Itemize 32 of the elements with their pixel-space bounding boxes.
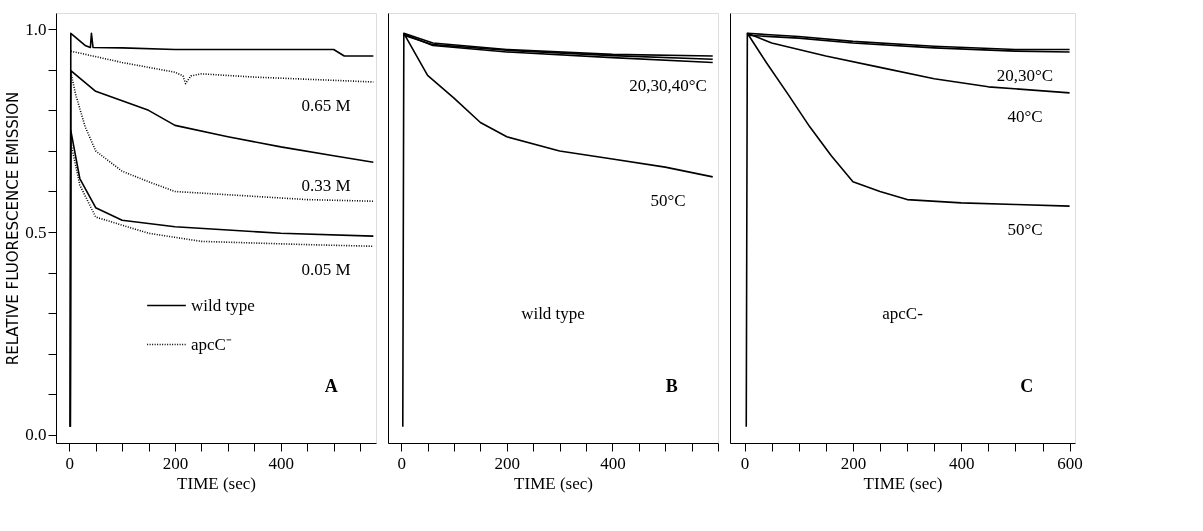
legend-label: apcC⁻	[191, 334, 232, 354]
y-tick-label: 1.0	[25, 19, 47, 39]
x-tick-label: 200	[840, 453, 867, 473]
x-tick-label: 400	[949, 453, 975, 473]
y-tick-label: 0.0	[25, 425, 47, 445]
x-tick-label: 600	[1057, 453, 1083, 473]
annotation: 50°C	[650, 190, 686, 210]
x-axis-title: TIME (sec)	[863, 473, 943, 493]
annotation: 0.65 M	[301, 95, 351, 115]
annotation: 0.05 M	[301, 260, 351, 280]
x-axis-title: TIME (sec)	[514, 473, 593, 493]
x-tick-label: 400	[268, 453, 295, 473]
x-tick-label: 200	[162, 453, 189, 473]
x-tick-label: 200	[494, 453, 521, 473]
x-tick-label: 0	[65, 453, 74, 473]
x-tick-label: 400	[600, 453, 626, 473]
text: wild type	[521, 304, 585, 323]
annotation: 0.33 M	[301, 176, 351, 196]
annotation: 20,30°C	[996, 65, 1054, 85]
legend-label: wild type	[191, 295, 255, 315]
y-axis-title: RELATIVE FLUORESCENCE EMISSION	[4, 91, 23, 366]
text: apcC-	[882, 304, 924, 323]
x-axis-title: TIME (sec)	[177, 473, 256, 493]
y-tick-label: 0.5	[25, 222, 47, 242]
x-tick-label: 0	[397, 453, 406, 473]
x-tick-label: 0	[740, 453, 750, 473]
text: A	[324, 376, 338, 397]
annotation: 40°C	[1007, 106, 1043, 126]
annotation: 50°C	[1007, 220, 1043, 240]
text: B	[665, 376, 678, 397]
annotation: 20,30,40°C	[629, 76, 707, 96]
text: C	[1020, 376, 1034, 397]
